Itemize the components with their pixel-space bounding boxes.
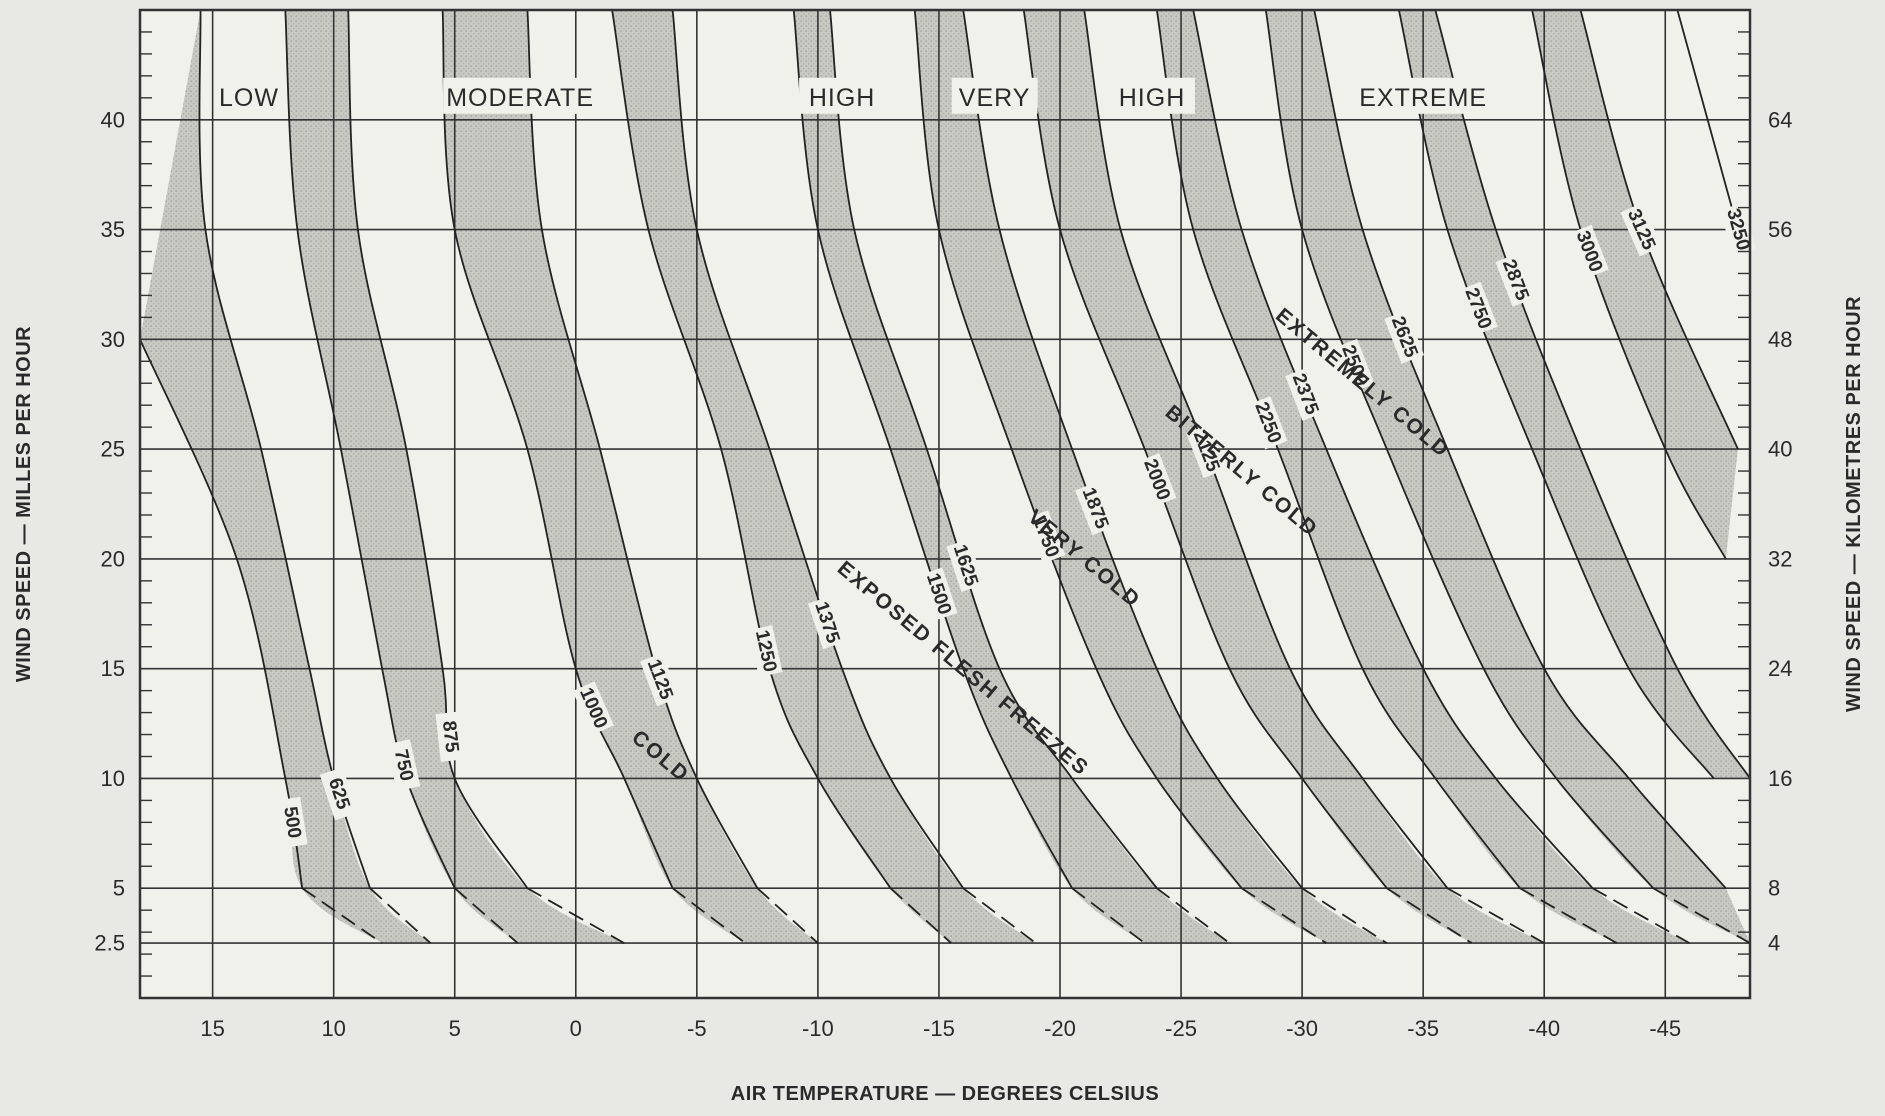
y-axis-title-left: WIND SPEED — MILLES PER HOUR xyxy=(13,326,35,682)
isoline-dashed-500 xyxy=(301,887,383,944)
isoline-2250 xyxy=(1155,10,1521,889)
y-tick-label-left: 20 xyxy=(101,546,125,571)
isoline-dashed-2250 xyxy=(1519,887,1618,944)
x-tick-label: -5 xyxy=(687,1016,707,1041)
isoline-dashed-1125 xyxy=(756,887,819,944)
x-axis-title: AIR TEMPERATURE — DEGREES CELSIUS xyxy=(731,1083,1159,1105)
zone-label-bg xyxy=(1354,77,1492,114)
zone-label-extreme: EXTREME xyxy=(1359,84,1487,112)
isoline-dashed-2500 xyxy=(1652,887,1750,944)
isoline-3000 xyxy=(1531,10,1727,560)
isoline-1125 xyxy=(526,10,759,889)
y-tick-label-right: 8 xyxy=(1768,876,1780,901)
y-tick-label-right: 56 xyxy=(1768,217,1792,242)
isoline-label-500: 500 xyxy=(279,805,305,840)
isoline-dashed-625 xyxy=(369,887,432,944)
isoline-2750 xyxy=(1398,10,1715,779)
isoline-2000 xyxy=(1022,10,1388,889)
band-3000-3125 xyxy=(1532,10,1738,559)
x-tick-label: 5 xyxy=(449,1016,461,1041)
x-tick-label: -20 xyxy=(1044,1016,1076,1041)
x-tick-label: 0 xyxy=(570,1016,582,1041)
isoline-1250 xyxy=(611,10,892,889)
zone-label-bg xyxy=(443,77,598,114)
band-2000-2125 xyxy=(1023,10,1545,944)
x-tick-label: -10 xyxy=(802,1016,834,1041)
x-tick-label: -15 xyxy=(923,1016,955,1041)
isoline-2125 xyxy=(1083,10,1449,889)
y-tick-label-right: 40 xyxy=(1768,437,1792,462)
y-tick-label-left: 35 xyxy=(101,217,125,242)
zone-label-moderate: MODERATE xyxy=(446,84,594,112)
isoline-1375 xyxy=(671,10,964,889)
x-tick-label: -45 xyxy=(1649,1016,1681,1041)
y-tick-label-left: 2.5 xyxy=(94,931,125,956)
y-tick-label-right: 48 xyxy=(1768,327,1792,352)
band-1250-1375 xyxy=(612,10,1036,944)
isoline-2500 xyxy=(1264,10,1654,889)
x-tick-label: -25 xyxy=(1165,1016,1197,1041)
zone-label-high: HIGH xyxy=(1119,84,1186,112)
isoline-1500 xyxy=(792,10,1073,889)
zone-label-bg xyxy=(1109,77,1195,114)
isoline-dashed-1000 xyxy=(672,887,746,944)
y-tick-label-left: 15 xyxy=(101,656,125,681)
x-tick-label: -35 xyxy=(1407,1016,1439,1041)
isoline-dashed-1750 xyxy=(1241,887,1327,944)
isoline-dashed-1625 xyxy=(1156,887,1231,944)
isoline-2375 xyxy=(1192,10,1594,889)
y-tick-label-left: 5 xyxy=(113,876,125,901)
isoline-2625 xyxy=(1313,10,1727,889)
isoline-dashed-1375 xyxy=(962,887,1037,944)
band-1000-1125 xyxy=(442,10,818,944)
y-tick-label-left: 30 xyxy=(101,327,125,352)
isoline-dashed-1250 xyxy=(889,887,952,944)
band-2500-2625 xyxy=(1265,10,1750,944)
isoline-dashed-2125 xyxy=(1446,887,1545,944)
y-tick-label-right: 24 xyxy=(1768,656,1792,681)
isoline-dashed-2375 xyxy=(1592,887,1690,944)
zone-label-bg xyxy=(951,77,1038,114)
zone-label-low: LOW xyxy=(219,84,279,112)
plot-frame xyxy=(138,8,1752,1000)
x-tick-label: 10 xyxy=(321,1016,345,1041)
x-tick-label: -40 xyxy=(1528,1016,1560,1041)
band-750-875 xyxy=(285,10,625,944)
isoline-dashed-875 xyxy=(526,887,625,944)
isoline-dashed-1875 xyxy=(1301,887,1388,944)
zone-label-bg xyxy=(799,77,886,114)
y-tick-label-right: 16 xyxy=(1768,766,1792,791)
isoline-1750 xyxy=(913,10,1243,889)
isoline-875 xyxy=(347,10,529,889)
y-tick-label-left: 25 xyxy=(101,437,125,462)
isoline-2875 xyxy=(1434,10,1750,779)
isoline-dashed-750 xyxy=(454,887,519,944)
zone-label-bg xyxy=(214,77,284,114)
isoline-1625 xyxy=(829,10,1158,889)
y-tick-label-left: 40 xyxy=(101,107,125,132)
isoline-dashed-2000 xyxy=(1386,887,1473,944)
band-500-625 xyxy=(140,10,431,944)
y-tick-label-right: 64 xyxy=(1768,107,1792,132)
y-tick-label-left: 10 xyxy=(101,766,125,791)
x-tick-label: 15 xyxy=(200,1016,224,1041)
y-tick-label-right: 4 xyxy=(1768,931,1780,956)
zone-label-high: HIGH xyxy=(809,84,876,112)
isoline-label-875: 875 xyxy=(438,720,462,754)
zone-label-very: VERY xyxy=(959,84,1031,112)
x-tick-label: -30 xyxy=(1286,1016,1318,1041)
y-tick-label-right: 32 xyxy=(1768,546,1792,571)
isoline-dashed-1500 xyxy=(1071,887,1146,944)
y-axis-title-right: WIND SPEED — KILOMETRES PER HOUR xyxy=(1843,296,1865,712)
isoline-1000 xyxy=(441,10,674,889)
